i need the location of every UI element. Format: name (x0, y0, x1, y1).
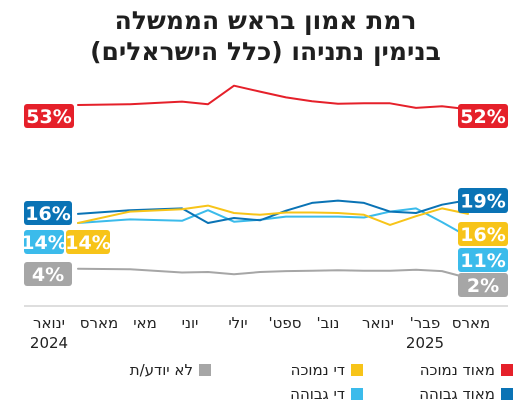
legend-item-somewhat-low: די נמוכה (291, 361, 363, 379)
legend-swatch (501, 388, 513, 400)
x-tick-label: ספט' (269, 314, 302, 332)
legend-item-dont-know: לא יודע/ת (130, 361, 211, 379)
value-badge-box (66, 230, 110, 254)
x-tick-label: מארס (452, 314, 490, 332)
series-lines (77, 84, 469, 279)
chart-title-line-2: בנימין נתניהו (כלל הישראלים) (90, 37, 441, 66)
legend-label: די נמוכה (290, 361, 345, 379)
value-badge-box (458, 222, 508, 246)
x-tick-year-label: 2024 (30, 334, 68, 352)
value-badge: 16% (458, 222, 508, 246)
x-tick-label: נוב' (317, 314, 340, 332)
x-tick-label: מאי (133, 314, 157, 332)
value-badge-label: 14% (65, 232, 110, 254)
value-badge: 19% (458, 188, 508, 213)
series-line (77, 267, 469, 279)
chart-title-line-1: רמת אמון בראש הממשלה (114, 6, 417, 35)
value-badge: 2% (458, 273, 508, 297)
value-badge: 53% (24, 104, 74, 128)
legend-swatch (199, 364, 211, 376)
value-badge-label: 16% (460, 224, 505, 246)
value-badge-label: 4% (32, 264, 64, 286)
value-badge-label: 2% (467, 275, 499, 297)
legend-swatch (351, 364, 363, 376)
legend-item-very-high: מאוד גבוהה (419, 385, 513, 403)
value-badge-box (458, 248, 508, 272)
value-badge-label: 53% (26, 106, 71, 128)
value-badge-box (458, 104, 508, 128)
value-badge-label: 19% (460, 191, 505, 213)
series-line (77, 84, 469, 111)
value-badges: 53% 52% 16% 19% 14%14% 16% 11% 4% 2% (21, 104, 508, 297)
value-badge: 16% (24, 201, 72, 225)
value-badge: 14% (21, 230, 67, 254)
legend-label: די גבוהה (290, 385, 345, 403)
x-tick-label: יולי (228, 314, 247, 332)
series-line (77, 204, 469, 226)
value-badge: 11% (458, 248, 508, 272)
value-badge-label: 14% (21, 232, 66, 254)
x-tick-label: מארס (80, 314, 118, 332)
series-line (77, 199, 469, 224)
x-axis-labels: ינואר 2024 מארס מאי יוני יולי ספט' נוב' ינואר פבר… (30, 314, 490, 352)
x-tick-label: ינואר (33, 314, 65, 332)
legend-swatch (501, 364, 513, 376)
series-line (77, 207, 469, 238)
legend-item-very-low: מאוד נמוכה (420, 361, 513, 379)
x-tick-label: פבר' (410, 314, 441, 332)
value-badge: 4% (24, 262, 72, 286)
value-badge-box (24, 262, 72, 286)
x-tick-label: יוני (182, 314, 199, 332)
value-badge-label: 11% (460, 250, 505, 272)
legend-label: מאוד גבוהה (419, 385, 495, 403)
value-badge-box (24, 230, 64, 254)
x-tick-label: ינואר (362, 314, 394, 332)
legend-label: לא יודע/ת (129, 361, 193, 379)
legend-swatch (351, 388, 363, 400)
legend-label: מאוד נמוכה (419, 361, 495, 379)
value-badge: 14% (65, 230, 111, 254)
value-badge-box (24, 104, 74, 128)
value-badge: 52% (458, 104, 508, 128)
value-badge-box (458, 188, 508, 213)
value-badge-label: 52% (460, 106, 505, 128)
legend-item-somewhat-high: די גבוהה (290, 385, 363, 403)
x-tick-year-label: 2025 (406, 334, 444, 352)
value-badge-box (24, 201, 72, 225)
value-badge-box (458, 273, 508, 297)
value-badge-label: 16% (25, 203, 70, 225)
